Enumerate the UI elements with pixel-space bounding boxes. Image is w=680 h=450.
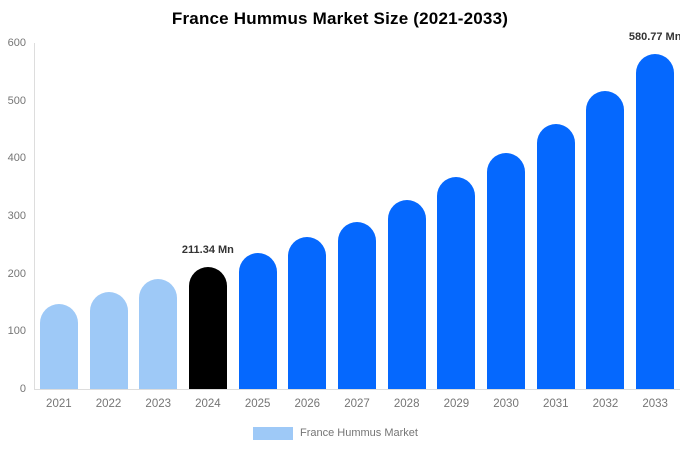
bar [89, 292, 128, 389]
bar [338, 221, 376, 389]
bar [238, 252, 277, 389]
bar [387, 200, 426, 389]
x-tick-label: 2021 [46, 398, 72, 410]
y-tick-label: 300 [7, 210, 26, 222]
bar [586, 90, 625, 389]
y-tick-label: 400 [7, 152, 26, 165]
x-tick-label: 2029 [443, 398, 470, 410]
y-tick-label: 100 [7, 325, 26, 338]
x-tick-label: 2028 [393, 398, 420, 410]
y-axis-line [34, 43, 35, 389]
bar [636, 54, 675, 389]
x-tick-label: 2026 [294, 398, 321, 410]
x-tick-label: 2032 [592, 398, 619, 410]
legend: France Hummus Market [253, 427, 418, 440]
legend-label: France Hummus Market [300, 427, 418, 439]
x-tick-label: 2024 [195, 398, 221, 410]
bar [39, 303, 78, 389]
x-tick-label: 2031 [542, 398, 569, 410]
x-axis-line [34, 389, 680, 390]
bar-annotation: 211.34 Mn [181, 244, 234, 257]
bar [487, 152, 526, 389]
y-tick-label: 600 [7, 37, 26, 49]
y-tick-label: 0 [19, 383, 26, 395]
bar [437, 177, 476, 389]
x-tick-label: 2025 [244, 398, 271, 410]
bar [188, 267, 227, 389]
x-tick-label: 2022 [95, 398, 122, 410]
x-tick-label: 2033 [642, 398, 668, 410]
legend-swatch [253, 427, 293, 440]
y-tick-label: 200 [7, 267, 26, 280]
x-tick-label: 2027 [344, 398, 370, 410]
x-tick-label: 2023 [145, 398, 172, 410]
x-tick-label: 2030 [493, 398, 519, 410]
bar-annotation: 580.77 Mn [628, 31, 680, 44]
bar [288, 236, 327, 389]
chart-title: France Hummus Market Size (2021-2033) [171, 9, 509, 28]
bar [139, 279, 178, 389]
y-tick-label: 500 [7, 94, 26, 107]
bar [536, 123, 575, 389]
